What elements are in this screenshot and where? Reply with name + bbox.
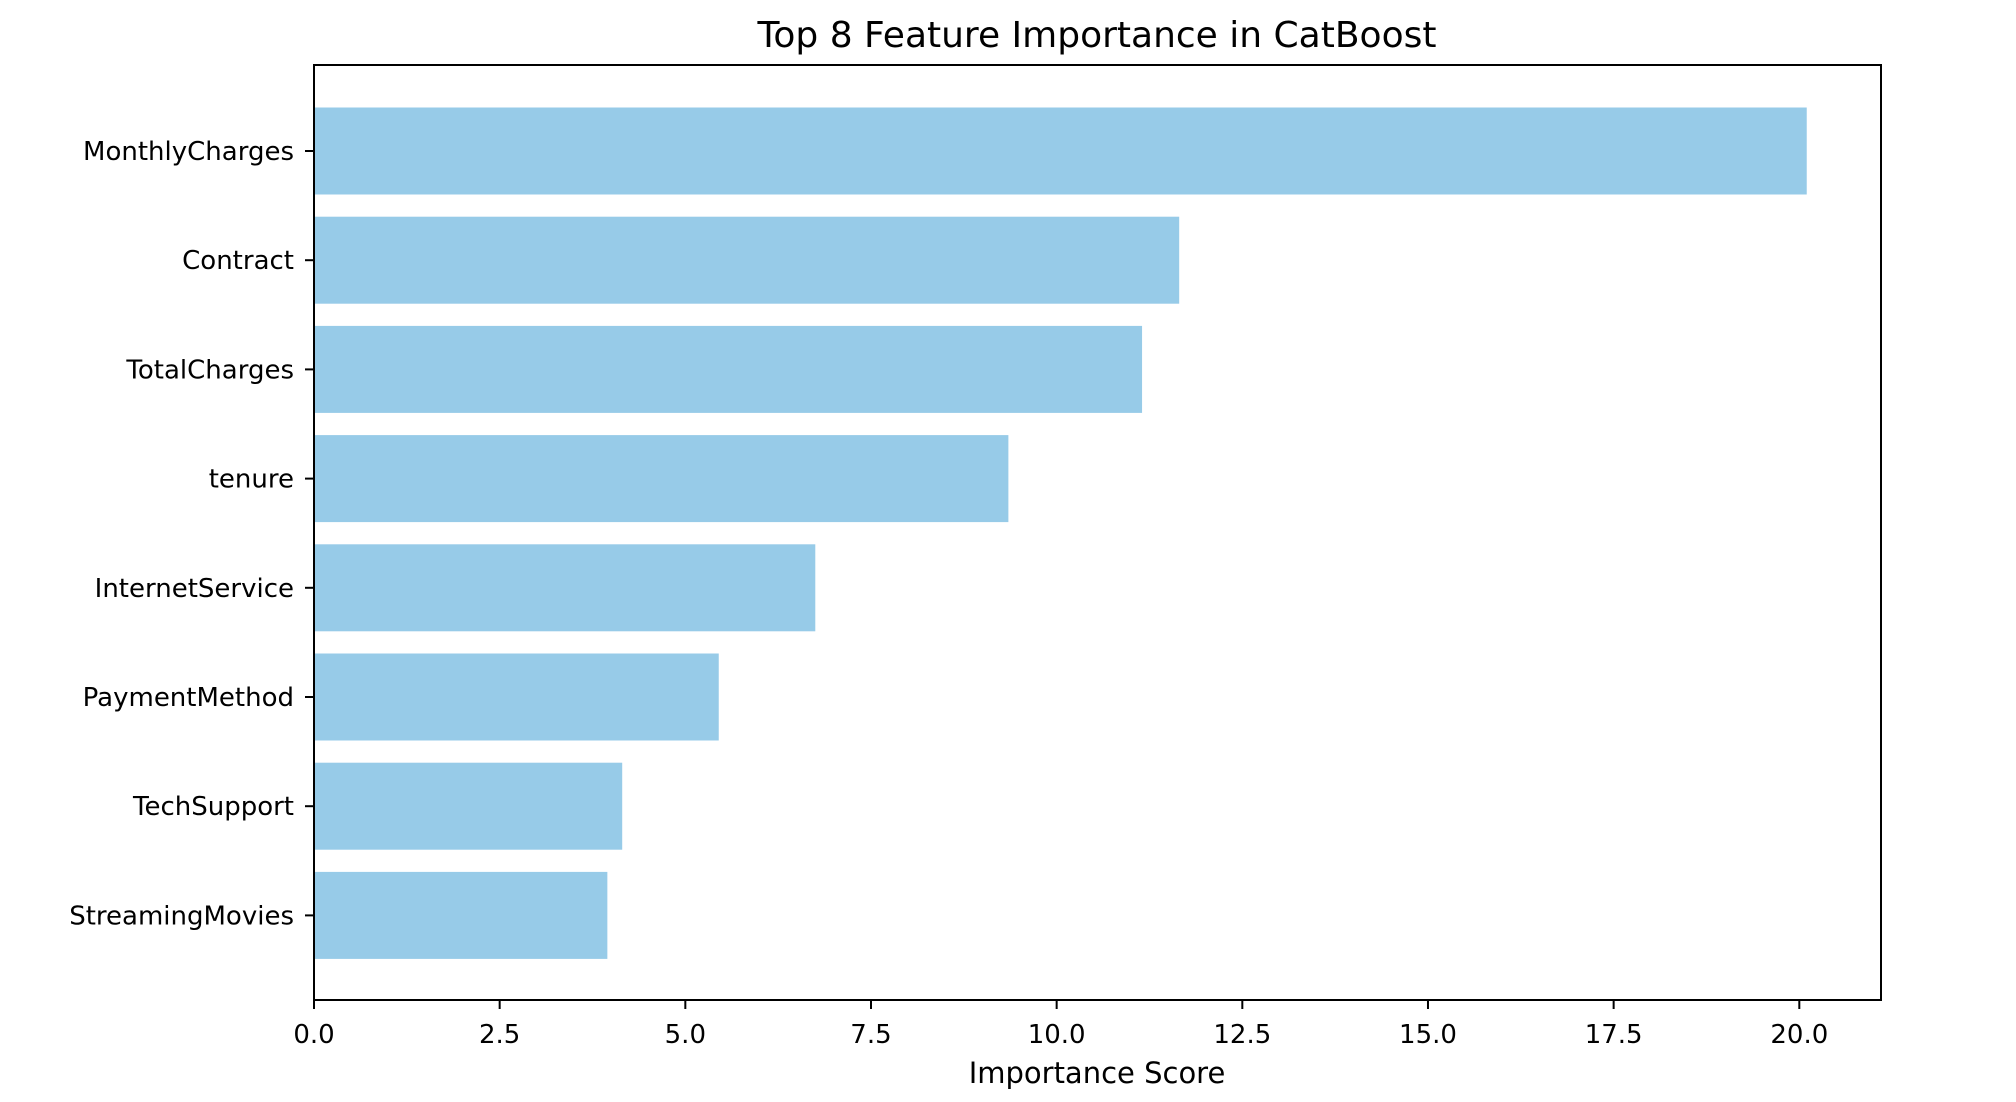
- x-tick-label: 0.0: [293, 1020, 334, 1050]
- x-tick-label: 12.5: [1213, 1020, 1271, 1050]
- y-tick-label: StreamingMovies: [69, 901, 294, 931]
- x-tick-label: 17.5: [1585, 1020, 1643, 1050]
- x-tick-label: 15.0: [1399, 1020, 1457, 1050]
- x-tick-label: 7.5: [850, 1020, 891, 1050]
- y-tick-label: PaymentMethod: [83, 683, 294, 713]
- bars-layer: [314, 107, 1807, 959]
- bar-tenure: [314, 435, 1009, 523]
- x-tick-label: 10.0: [1028, 1020, 1086, 1050]
- x-tick-label: 20.0: [1770, 1020, 1828, 1050]
- bar-totalcharges: [314, 325, 1143, 413]
- y-axis-ticks: MonthlyCharges Contract TotalCharges tenure…: [69, 137, 314, 931]
- y-tick-label: TechSupport: [132, 792, 294, 822]
- y-tick-label: InternetService: [95, 574, 294, 604]
- y-tick-label: Contract: [182, 246, 294, 276]
- y-tick-label: MonthlyCharges: [83, 137, 294, 167]
- x-tick-label: 2.5: [479, 1020, 520, 1050]
- x-axis-ticks: 0.0 2.5 5.0 7.5 10.0 12.5 15.0 17.5 20.0: [293, 1000, 1828, 1050]
- bar-streamingmovies: [314, 871, 608, 959]
- x-axis-label: Importance Score: [969, 1056, 1226, 1090]
- y-tick-label: TotalCharges: [125, 355, 294, 385]
- bar-monthlycharges: [314, 107, 1807, 195]
- plot-frame: [313, 64, 1882, 1001]
- bar-internetservice: [314, 544, 816, 632]
- y-tick-label: tenure: [209, 465, 294, 495]
- chart-title: Top 8 Feature Importance in CatBoost: [757, 15, 1437, 56]
- x-tick-label: 5.0: [665, 1020, 706, 1050]
- bar-contract: [314, 216, 1180, 304]
- bar-paymentmethod: [314, 653, 719, 741]
- bar-techsupport: [314, 762, 623, 850]
